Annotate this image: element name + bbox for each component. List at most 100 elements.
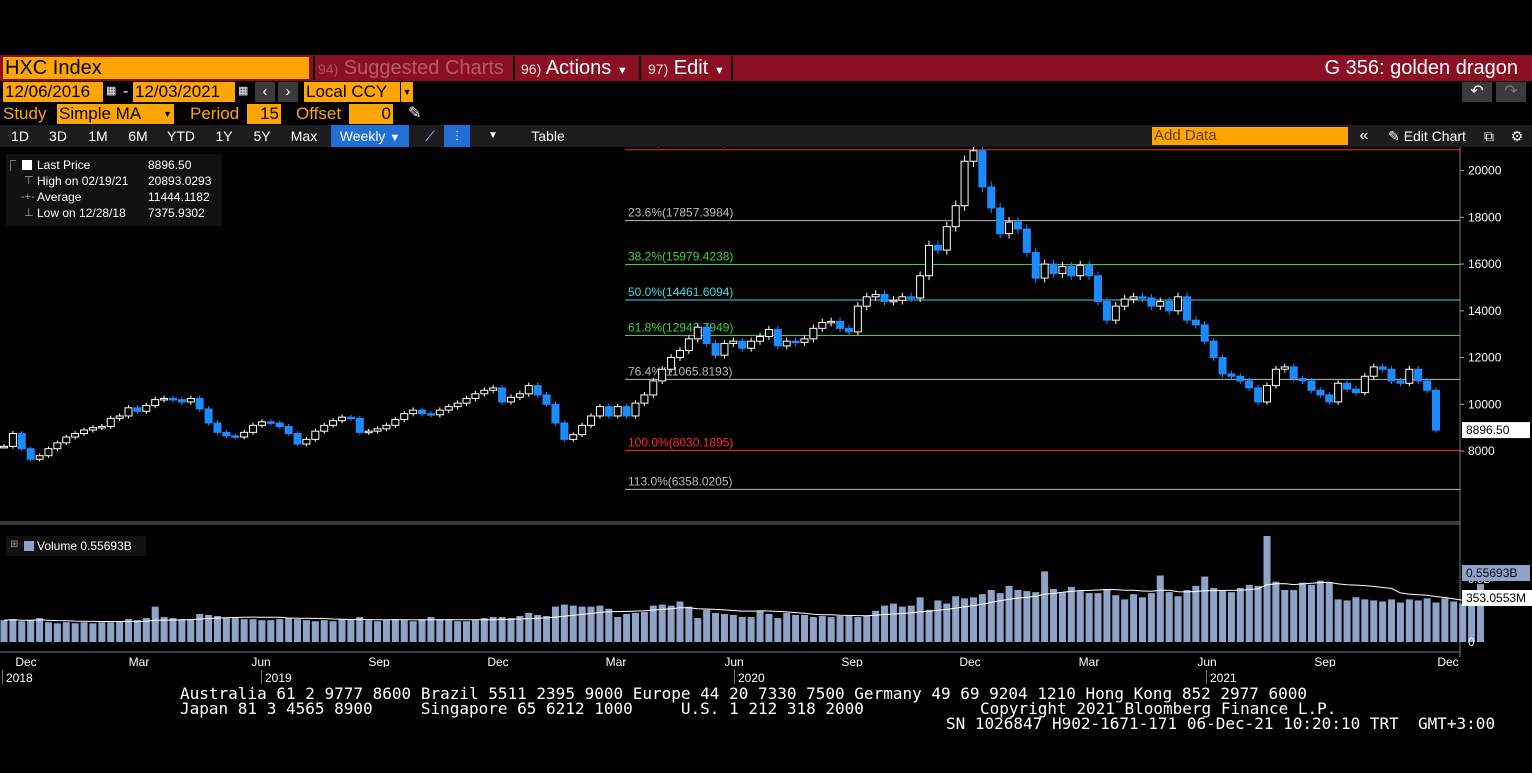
volume-bar	[116, 621, 124, 642]
candle-up	[382, 424, 391, 430]
candle-up	[35, 455, 44, 460]
volume-bar	[543, 616, 551, 642]
candle-down	[1245, 380, 1254, 389]
candle-down	[1351, 388, 1360, 394]
caret-down-icon[interactable]: ▼	[161, 104, 174, 124]
calendar-icon[interactable]: ▦	[106, 85, 117, 97]
candle-down	[266, 421, 275, 424]
volume-bar	[649, 605, 657, 642]
volume-bar	[258, 620, 266, 642]
candle-down	[1165, 300, 1174, 312]
period-6m-button[interactable]: 6M	[128, 128, 148, 144]
currency-dropdown[interactable]: Local CCY	[304, 82, 400, 102]
chart-settings-icon[interactable]: ⧉	[1484, 128, 1494, 144]
candle-down	[418, 409, 427, 415]
candle-down	[791, 340, 800, 344]
candle-down	[1085, 264, 1094, 277]
volume-bar	[365, 620, 373, 642]
gear-icon[interactable]: ⚙	[1510, 128, 1524, 144]
volume-bar	[969, 597, 977, 642]
volume-bar	[151, 606, 159, 642]
ticker-field[interactable]: HXC Index	[3, 57, 309, 79]
volume-bar	[44, 622, 52, 642]
volume-bar	[1272, 581, 1280, 642]
volume-bar	[640, 611, 648, 642]
volume-bar	[818, 616, 826, 642]
legend-high: ⊤ High on 02/19/21 20893.0293	[6, 173, 222, 189]
back-arrow-icon[interactable]: ‹	[255, 82, 275, 102]
volume-bar	[792, 614, 800, 642]
candle-up	[506, 396, 515, 403]
frequency-dropdown[interactable]: Weekly ▼	[331, 125, 409, 147]
legend-low: ⊥ Low on 12/28/18 7375.9302	[6, 205, 222, 221]
volume-bar	[374, 621, 382, 642]
period-1m-button[interactable]: 1M	[88, 128, 108, 144]
candle-up	[249, 424, 258, 433]
period-max-button[interactable]: Max	[290, 128, 318, 144]
period-5y-button[interactable]: 5Y	[253, 128, 271, 144]
add-data-input[interactable]: Add Data	[1152, 127, 1348, 145]
volume-bar	[845, 616, 853, 642]
volume-bar	[231, 618, 239, 642]
candle-down	[204, 408, 213, 424]
x-tick-label: Sep	[841, 655, 863, 667]
collapse-icon[interactable]: «	[1359, 127, 1369, 144]
caret-down-icon: ▼	[389, 132, 401, 144]
caret-down-icon[interactable]: ▼	[401, 82, 413, 102]
calendar-icon[interactable]: ▦	[238, 85, 249, 97]
undo-icon[interactable]: ↶	[1462, 82, 1492, 102]
volume-bar	[294, 619, 302, 642]
volume-bar	[996, 593, 1004, 642]
frequency-label: Weekly	[339, 128, 386, 144]
candle-down	[907, 296, 916, 299]
offset-field[interactable]: 0	[349, 104, 393, 124]
x-tick-label: Dec	[15, 655, 36, 667]
volume-bar	[560, 604, 568, 642]
forward-arrow-icon[interactable]: ›	[278, 82, 298, 102]
volume-bar	[89, 623, 97, 642]
period-field[interactable]: 15	[247, 104, 281, 124]
x-tick-label: Mar	[1079, 655, 1100, 667]
volume-bar	[854, 617, 862, 642]
volume-bar	[516, 616, 524, 642]
x-tick-label: Jun	[251, 655, 270, 667]
candlestick-icon[interactable]: ⫶	[444, 125, 470, 147]
pencil-icon[interactable]: ✎	[408, 105, 422, 122]
end-date-field[interactable]: 12/03/2021	[133, 82, 235, 102]
period-3d-button[interactable]: 3D	[49, 128, 67, 144]
candle-down	[17, 433, 26, 450]
volume-bar	[400, 620, 408, 642]
candle-up	[782, 340, 791, 347]
candle-down	[1227, 373, 1236, 377]
redo-icon[interactable]: ↷	[1496, 82, 1526, 102]
candle-down	[933, 244, 942, 251]
actions-menu[interactable]: 96) Actions ▼	[521, 55, 628, 81]
period-ytd-button[interactable]: YTD	[167, 128, 195, 144]
date-separator: -	[123, 83, 129, 100]
period-1d-button[interactable]: 1D	[11, 128, 29, 144]
start-date-field[interactable]: 12/06/2016	[3, 82, 103, 102]
volume-bar	[916, 597, 924, 642]
last-price-tag	[1462, 422, 1530, 439]
price-tick-label: 18000	[1468, 210, 1502, 224]
volume-bar	[1085, 593, 1093, 642]
candle-up	[898, 296, 907, 301]
candle-down	[533, 385, 542, 396]
volume-bar	[1405, 599, 1413, 642]
price-volume-chart[interactable]: 0.0%(20893.0293) 23.6%(17857.3984) 38.2%(1…	[0, 147, 1532, 667]
edit-menu[interactable]: 97) Edit ▼	[648, 55, 725, 81]
line-chart-icon[interactable]: ⟋	[425, 128, 435, 144]
volume-bar	[872, 610, 880, 642]
period-1y-button[interactable]: 1Y	[215, 128, 233, 144]
study-dropdown[interactable]: Simple MA	[57, 104, 161, 124]
edit-chart-button[interactable]: ✎ Edit Chart	[1380, 125, 1474, 147]
price-tick-label: 20000	[1468, 164, 1502, 178]
period-label: Period	[190, 104, 240, 123]
candle-down	[1289, 366, 1298, 380]
x-year-divider	[734, 670, 735, 684]
caret-down-icon[interactable]: ▼	[488, 130, 498, 141]
volume-bar	[142, 618, 150, 642]
suggested-charts-menu[interactable]: 94) Suggested Charts	[318, 55, 504, 81]
volume-bar	[747, 617, 755, 642]
table-button[interactable]: Table	[531, 128, 565, 144]
